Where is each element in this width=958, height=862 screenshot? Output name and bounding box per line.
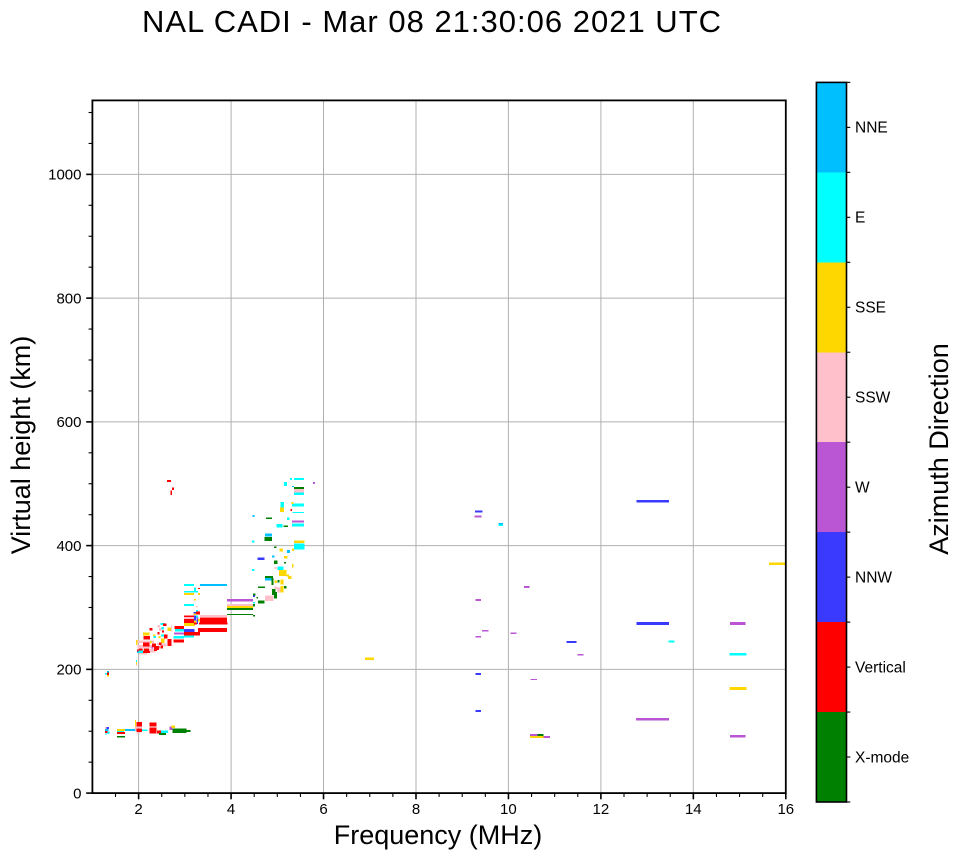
svg-text:16: 16 <box>777 801 794 818</box>
svg-text:SSE: SSE <box>855 300 886 317</box>
svg-text:1000: 1000 <box>48 167 81 184</box>
svg-text:Azimuth Direction: Azimuth Direction <box>924 343 954 555</box>
svg-text:Frequency (MHz): Frequency (MHz) <box>334 820 543 850</box>
svg-text:E: E <box>855 210 865 227</box>
svg-text:NNW: NNW <box>855 569 892 586</box>
svg-text:800: 800 <box>56 290 81 307</box>
svg-text:12: 12 <box>593 801 610 818</box>
svg-text:10: 10 <box>500 801 517 818</box>
svg-text:0: 0 <box>73 785 81 802</box>
svg-text:2: 2 <box>134 801 142 818</box>
svg-text:4: 4 <box>227 801 235 818</box>
svg-text:Virtual height (km): Virtual height (km) <box>6 336 36 555</box>
svg-text:Vertical: Vertical <box>855 659 906 676</box>
svg-text:X-mode: X-mode <box>855 749 909 766</box>
svg-text:600: 600 <box>56 414 81 431</box>
svg-text:W: W <box>855 480 870 497</box>
svg-text:NAL CADI - Mar 08 21:30:06 202: NAL CADI - Mar 08 21:30:06 2021 UTC <box>142 4 722 39</box>
svg-text:6: 6 <box>319 801 327 818</box>
svg-text:NNE: NNE <box>855 120 888 137</box>
svg-text:8: 8 <box>412 801 420 818</box>
svg-text:SSW: SSW <box>855 390 891 407</box>
svg-text:14: 14 <box>685 801 702 818</box>
svg-text:200: 200 <box>56 662 81 679</box>
svg-text:400: 400 <box>56 538 81 555</box>
